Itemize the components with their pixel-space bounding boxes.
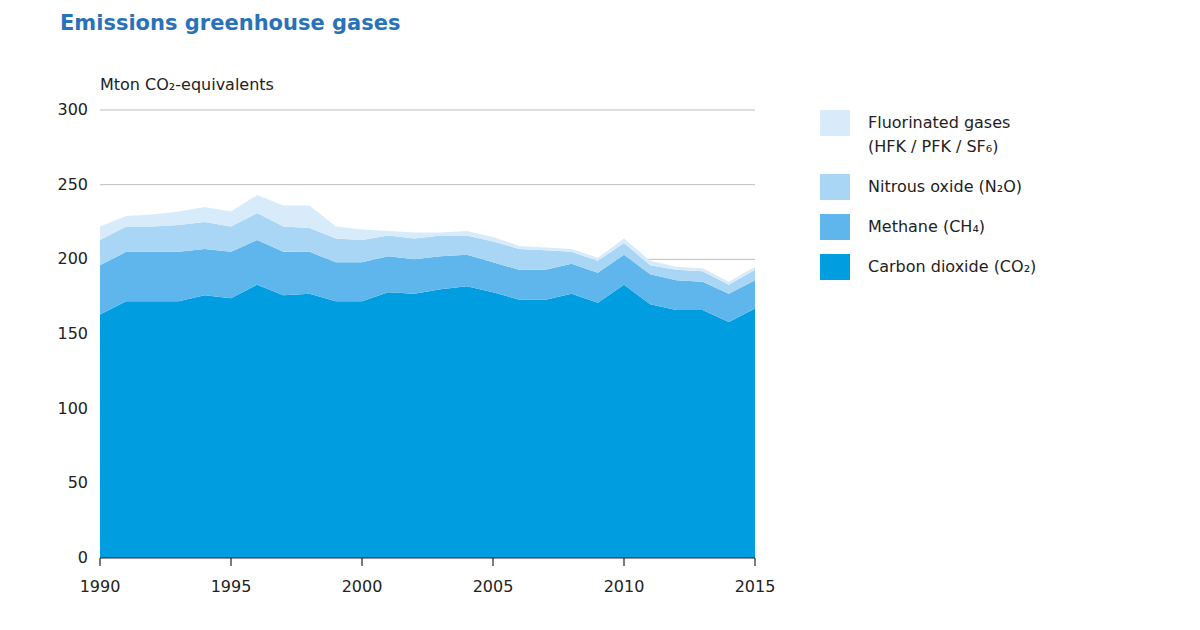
area [100,195,755,285]
area [100,285,755,558]
legend-swatch [820,214,850,240]
legend-swatch [820,174,850,200]
legend-swatch [820,254,850,280]
legend-label: Carbon dioxide (CO₂) [868,257,1036,276]
legend-label-line: Nitrous oxide (N₂O) [868,177,1022,196]
x-tick-label: 2000 [342,577,383,596]
x-tick [754,558,755,566]
legend-label: Fluorinated gases (HFK / PFK / SF₆) [868,113,1010,156]
title: Emissions greenhouse gases [60,11,400,35]
legend-label-line: Methane (CH₄) [868,217,985,236]
y-tick-label: 200 [57,249,88,268]
x-axis-line [100,557,755,558]
legend-label: Nitrous oxide (N₂O) [868,177,1022,196]
grid-line [100,110,755,111]
y-tick-label: 300 [57,100,88,119]
areas [100,195,755,558]
x-tick [230,558,231,566]
chart: Emissions greenhouse gases Mton CO₂-equiv… [0,0,1200,630]
x-tick-label: 2015 [735,577,776,596]
y-tick-label: 0 [78,548,88,567]
y-tick-label: 100 [57,399,88,418]
legend-swatch [820,110,850,136]
legend: Fluorinated gases (HFK / PFK / SF₆) Nitrou… [820,110,1036,280]
legend-label-line: (HFK / PFK / SF₆) [868,137,998,156]
x-tick [99,558,100,566]
area [100,213,755,294]
x-tick-label: 2010 [604,577,645,596]
x-tick-label: 2005 [473,577,514,596]
x-tick [492,558,493,566]
grid-line [100,184,755,185]
y-tick-label: 50 [68,473,88,492]
x-tick-label: 1990 [80,577,121,596]
x-tick-label: 1995 [211,577,252,596]
x-tick [623,558,624,566]
y-tick-label: 250 [57,175,88,194]
y-axis-label: Mton CO₂-equivalents [100,75,274,94]
legend-label-line: Carbon dioxide (CO₂) [868,257,1036,276]
x-tick [361,558,362,566]
legend-label: Methane (CH₄) [868,217,985,236]
y-tick-label: 150 [57,324,88,343]
legend-label-line: Fluorinated gases [868,113,1010,132]
